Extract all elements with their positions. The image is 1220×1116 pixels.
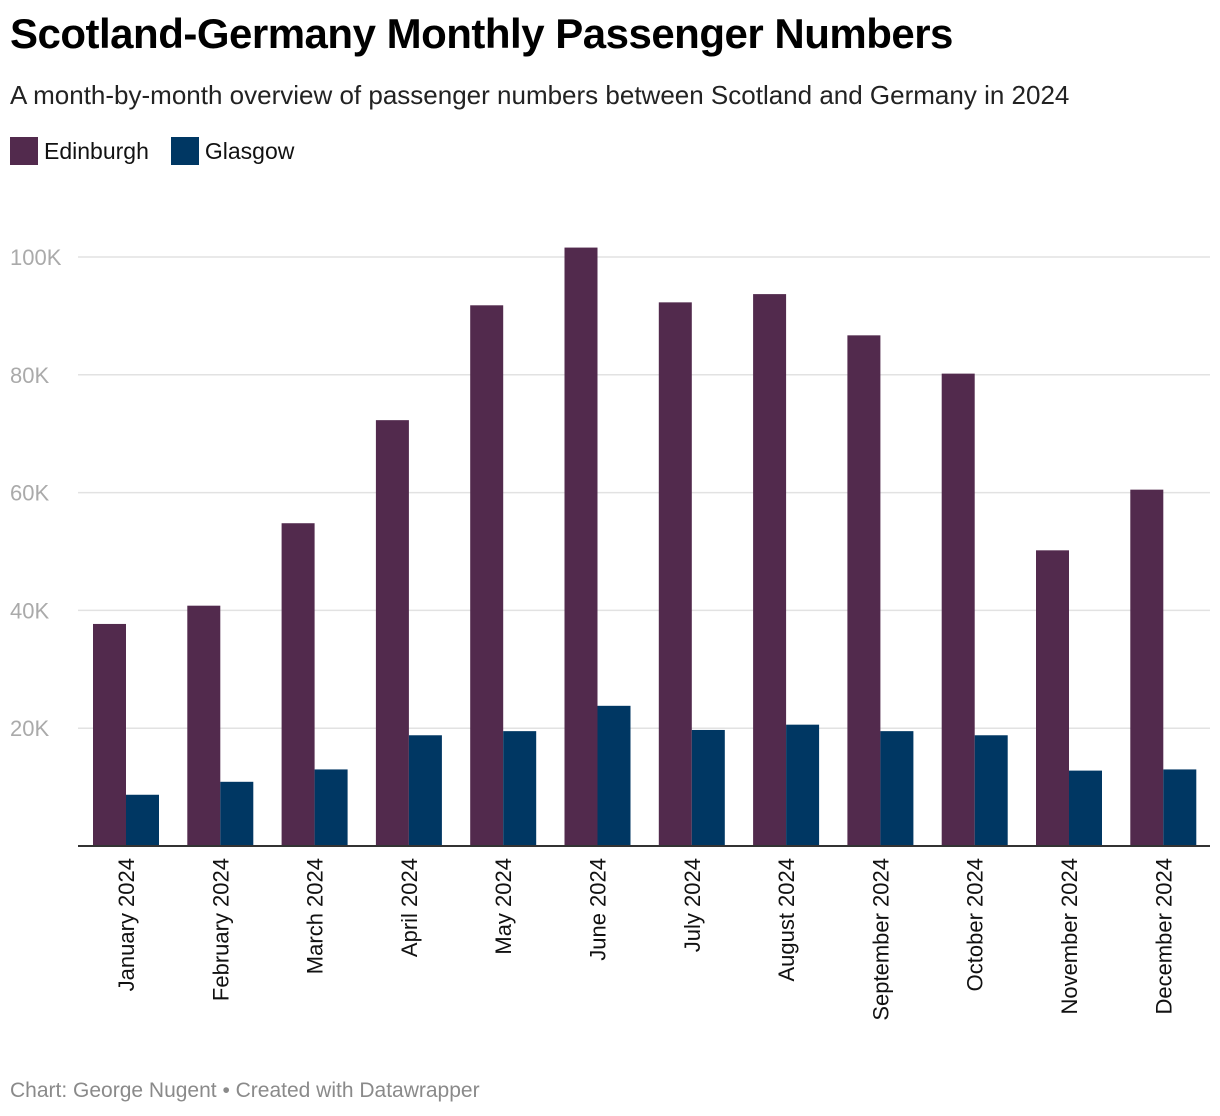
legend-label-edinburgh: Edinburgh	[44, 137, 149, 164]
x-tick-label: June 2024	[586, 858, 611, 961]
x-tick-label: September 2024	[868, 858, 893, 1021]
bar-glasgow	[880, 731, 914, 846]
chart-title: Scotland-Germany Monthly Passenger Numbe…	[10, 10, 953, 57]
y-tick-label: 100K	[10, 245, 62, 270]
x-tick-label: July 2024	[680, 858, 705, 952]
bar-glasgow	[691, 729, 725, 846]
legend-swatch-edinburgh	[10, 137, 38, 165]
axis-layer: 20K 40K 60K 80K 100K January 2024 February 202…	[10, 245, 1210, 1021]
x-tick-label: February 2024	[208, 858, 233, 1001]
x-tick-label: April 2024	[397, 858, 422, 957]
legend: Edinburgh Glasgow	[10, 137, 316, 165]
bar-glasgow	[408, 735, 442, 846]
bar-edinburgh	[1036, 550, 1069, 846]
bar-edinburgh	[753, 294, 787, 846]
legend-label-glasgow: Glasgow	[204, 137, 295, 164]
bar-glasgow	[1069, 770, 1102, 846]
legend-swatch-glasgow	[170, 137, 199, 165]
bar-edinburgh	[564, 247, 598, 847]
bar-glasgow	[786, 724, 820, 846]
chart-footer: Chart: George Nugent • Created with Data…	[10, 1079, 480, 1102]
legend-item-glasgow: Glasgow	[170, 137, 295, 165]
bar-glasgow	[1163, 769, 1197, 846]
grid-layer	[78, 256, 1210, 729]
bar-edinburgh	[941, 373, 975, 846]
bar-chart: 20K 40K 60K 80K 100K January 2024 February 202…	[10, 245, 1210, 1021]
chart-subtitle: A month-by-month overview of passenger n…	[10, 80, 1070, 110]
bar-glasgow	[597, 705, 631, 846]
bar-glasgow	[974, 735, 1008, 846]
x-tick-label: May 2024	[491, 858, 516, 955]
x-tick-label: December 2024	[1151, 858, 1176, 1015]
bar-glasgow	[314, 769, 348, 846]
y-tick-label: 60K	[10, 481, 49, 506]
x-tick-label: November 2024	[1057, 858, 1082, 1015]
bar-edinburgh	[658, 302, 692, 846]
bars-layer	[93, 247, 1197, 847]
bar-glasgow	[220, 781, 254, 846]
bar-edinburgh	[847, 335, 881, 846]
y-tick-label: 80K	[10, 363, 49, 388]
x-tick-label: October 2024	[963, 858, 988, 991]
x-tick-label: August 2024	[774, 858, 799, 982]
bar-glasgow	[126, 794, 159, 846]
bar-glasgow	[503, 731, 537, 846]
bar-edinburgh	[375, 420, 409, 846]
x-tick-label: January 2024	[114, 858, 139, 991]
bar-edinburgh	[187, 605, 221, 846]
bar-edinburgh	[1130, 489, 1164, 846]
y-tick-label: 20K	[10, 716, 49, 741]
bar-edinburgh	[470, 305, 504, 847]
x-tick-label: March 2024	[303, 858, 328, 974]
bar-edinburgh	[281, 523, 315, 846]
legend-item-edinburgh: Edinburgh	[10, 137, 149, 165]
y-tick-label: 40K	[10, 598, 49, 623]
bar-edinburgh	[93, 623, 126, 846]
